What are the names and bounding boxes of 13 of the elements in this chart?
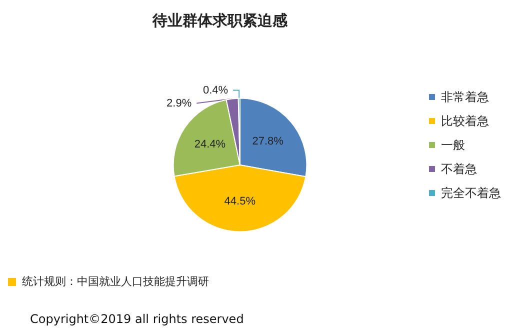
- legend-label: 不着急: [441, 162, 477, 176]
- legend-label: 比较着急: [441, 114, 489, 128]
- legend-label: 非常着急: [441, 90, 489, 104]
- legend-label: 一般: [441, 138, 465, 152]
- data-label: 24.4%: [194, 138, 226, 151]
- data-label: 0.4%: [202, 84, 228, 96]
- data-label: 2.9%: [166, 97, 192, 110]
- text: Copyright©2019 all rights reserved: [30, 312, 244, 326]
- text: 统计规则：中国就业人口技能提升调研: [22, 274, 209, 289]
- legend-label: 完全不着急: [441, 186, 501, 200]
- data-label: 27.8%: [252, 136, 284, 148]
- chart-title: 待业群体求职紧迫感: [152, 12, 288, 30]
- data-label: 44.5%: [224, 195, 256, 208]
